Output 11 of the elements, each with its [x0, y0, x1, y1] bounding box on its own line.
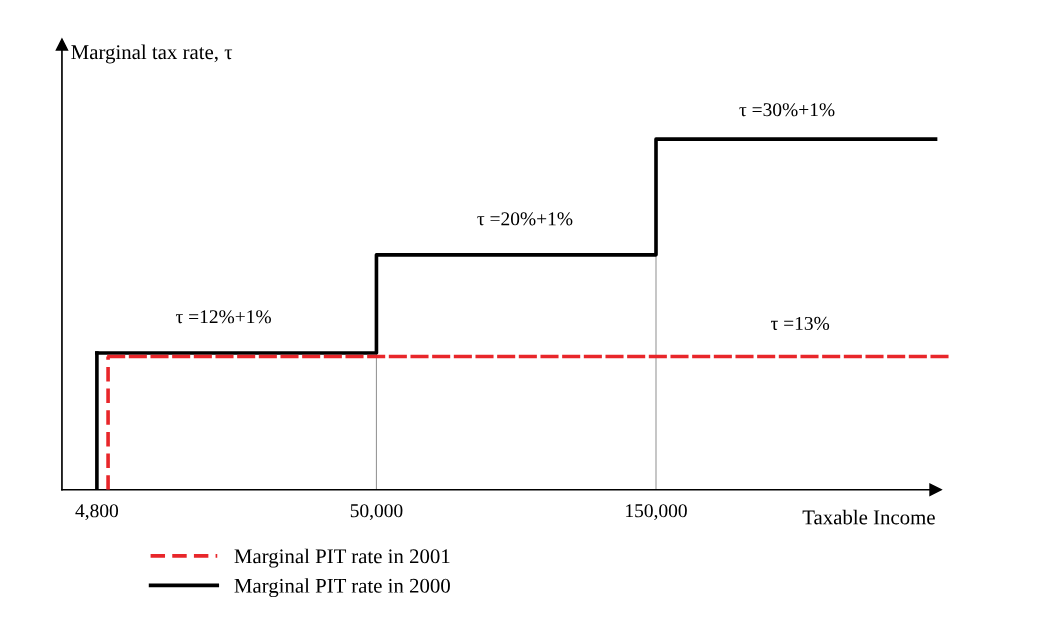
x-tick-label: 50,000	[350, 504, 403, 521]
y-axis-title: Marginal tax rate, τ	[71, 44, 233, 64]
annotation: τ =13%	[770, 316, 830, 331]
x-tick-label: 150,000	[626, 504, 687, 521]
x-tick-label: 4,800	[75, 504, 119, 521]
annotation: τ =12%+1%	[175, 310, 271, 324]
legend-label: Marginal PIT rate in 2001	[234, 548, 450, 568]
annotation: τ =20%+1%	[477, 212, 573, 226]
text: τ =30%+1%	[739, 103, 835, 117]
legend-label: Marginal PIT rate in 2000	[234, 578, 450, 598]
x-axis-title: Taxable Income	[802, 509, 935, 525]
